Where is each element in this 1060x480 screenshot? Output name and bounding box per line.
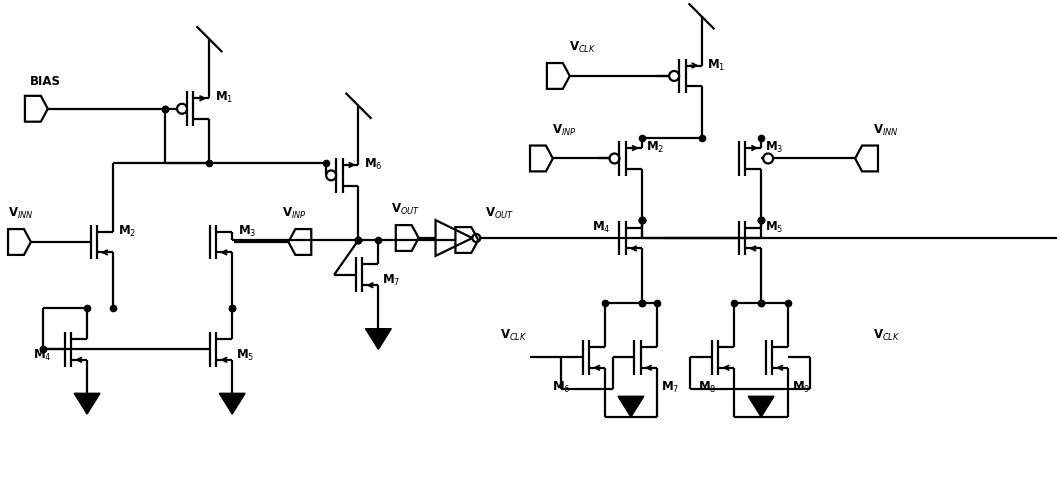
Text: V$_{INP}$: V$_{INP}$ xyxy=(552,122,577,137)
Text: M$_3$: M$_3$ xyxy=(765,140,783,155)
Text: M$_4$: M$_4$ xyxy=(33,347,52,362)
Text: M$_9$: M$_9$ xyxy=(792,379,811,395)
Polygon shape xyxy=(366,329,391,349)
Text: M$_6$: M$_6$ xyxy=(551,379,570,395)
Polygon shape xyxy=(748,396,774,417)
Text: V$_{INN}$: V$_{INN}$ xyxy=(873,122,899,137)
Text: M$_7$: M$_7$ xyxy=(660,379,679,395)
Text: M$_2$: M$_2$ xyxy=(646,140,664,155)
Text: V$_{OUT}$: V$_{OUT}$ xyxy=(485,205,514,221)
Text: M$_5$: M$_5$ xyxy=(765,219,783,234)
Text: V$_{OUT}$: V$_{OUT}$ xyxy=(391,202,420,216)
Text: M$_5$: M$_5$ xyxy=(236,347,254,362)
Text: V$_{INP}$: V$_{INP}$ xyxy=(282,205,306,221)
Text: M$_6$: M$_6$ xyxy=(365,156,383,172)
Text: V$_{CLK}$: V$_{CLK}$ xyxy=(499,328,527,343)
Text: M$_1$: M$_1$ xyxy=(215,90,233,105)
Text: V$_{INN}$: V$_{INN}$ xyxy=(8,205,34,221)
Text: V$_{CLK}$: V$_{CLK}$ xyxy=(873,328,901,343)
Text: M$_3$: M$_3$ xyxy=(238,223,257,238)
Text: M$_4$: M$_4$ xyxy=(591,219,611,234)
Text: M$_7$: M$_7$ xyxy=(383,273,401,288)
Text: M$_8$: M$_8$ xyxy=(697,379,717,395)
Text: V$_{CLK}$: V$_{CLK}$ xyxy=(569,40,597,55)
Text: M$_2$: M$_2$ xyxy=(118,223,136,238)
Polygon shape xyxy=(219,394,245,414)
Text: BIAS: BIAS xyxy=(30,75,60,88)
Polygon shape xyxy=(618,396,643,417)
Text: M$_1$: M$_1$ xyxy=(707,57,726,72)
Polygon shape xyxy=(74,394,100,414)
